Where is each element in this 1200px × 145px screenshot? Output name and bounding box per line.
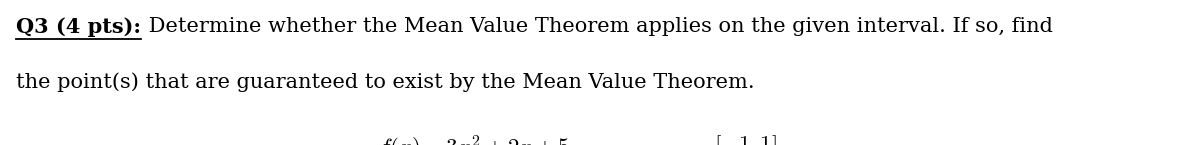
Text: Q3 (4 pts):: Q3 (4 pts): (16, 17, 140, 37)
Text: Determine whether the Mean Value Theorem applies on the given interval. If so, f: Determine whether the Mean Value Theorem… (142, 17, 1052, 36)
Text: the point(s) that are guaranteed to exist by the Mean Value Theorem.: the point(s) that are guaranteed to exis… (16, 72, 755, 92)
Text: $f(x) = 3x^2 + 2x + 5$: $f(x) = 3x^2 + 2x + 5$ (378, 133, 570, 145)
Text: $[-1,1]$: $[-1,1]$ (714, 133, 778, 145)
